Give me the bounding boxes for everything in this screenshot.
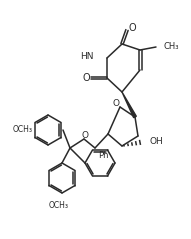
Text: OCH₃: OCH₃ (49, 201, 69, 210)
Text: O: O (128, 23, 136, 33)
Text: O: O (82, 130, 88, 140)
Text: OCH₃: OCH₃ (13, 125, 33, 135)
Text: HN: HN (80, 51, 94, 60)
Text: Ph: Ph (98, 151, 108, 159)
Text: CH₃: CH₃ (164, 42, 180, 50)
Text: O: O (112, 99, 120, 109)
Polygon shape (122, 92, 136, 118)
Text: OH: OH (150, 137, 164, 147)
Text: O: O (82, 73, 90, 83)
